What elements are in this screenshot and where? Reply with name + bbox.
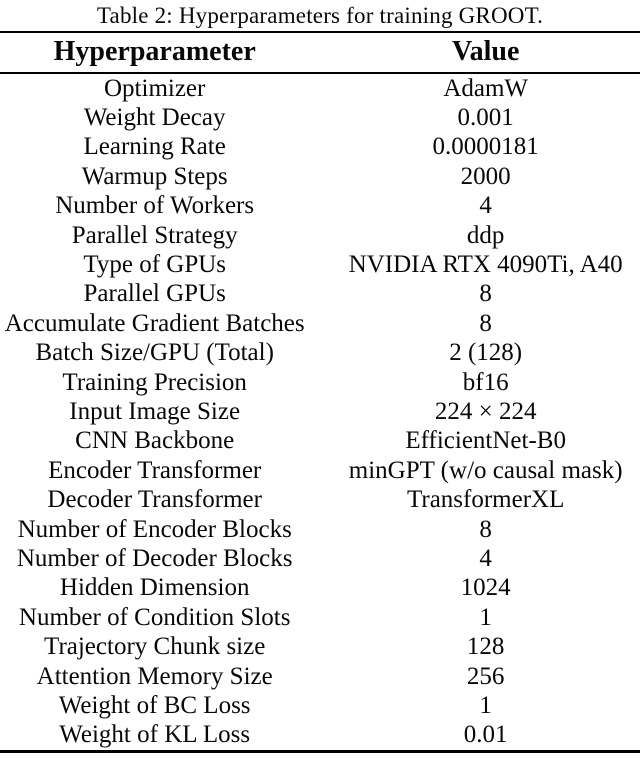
table-row: Weight of KL Loss 0.01 [0,720,640,751]
cell-hyperparameter: Parallel Strategy [71,221,238,249]
column-header-value: Value [309,32,640,74]
cell-hyperparameter: Encoder Transformer [48,456,262,484]
cell-hyperparameter: CNN Backbone [75,427,235,455]
cell-value: 0.0000181 [432,133,539,161]
header-row: Hyperparameter Value [0,32,640,74]
table-row: Batch Size/GPU (Total) 2 (128) [0,338,640,367]
cell-value: 8 [479,280,492,308]
cell-hyperparameter: Parallel GPUs [83,280,226,308]
cell-hyperparameter: Hidden Dimension [59,574,250,602]
table-row: Input Image Size 224 × 224 [0,397,640,426]
cell-hyperparameter: Optimizer [104,74,206,102]
cell-hyperparameter: Number of Decoder Blocks [16,545,293,572]
column-header-hyperparameter: Hyperparameter [0,32,310,74]
cell-value: 128 [466,633,505,661]
cell-value: 1 [479,603,492,631]
cell-value: EfficientNet-B0 [405,427,566,455]
table-row: Attention Memory Size 256 [0,662,640,691]
cell-hyperparameter: Attention Memory Size [36,662,273,690]
table-row: Trajectory Chunk size 128 [0,632,640,661]
table-body: Optimizer AdamW Weight Decay 0.001 Learn… [0,73,640,752]
hyperparameters-table: Hyperparameter Value Optimizer AdamW Wei… [0,31,640,753]
cell-hyperparameter: Input Image Size [69,397,241,425]
table-row: Learning Rate 0.0000181 [0,132,640,161]
table-row: Number of Encoder Blocks 8 [0,515,640,544]
cell-hyperparameter: Batch Size/GPU (Total) [35,339,274,367]
cell-value: 1024 [460,574,511,602]
cell-value: 256 [466,662,505,690]
table-row: Weight of BC Loss 1 [0,691,640,720]
cell-hyperparameter: Number of Encoder Blocks [17,515,292,543]
table-row: Number of Workers 4 [0,191,640,220]
cell-value: 0.01 [463,721,508,749]
cell-value: 8 [479,309,492,337]
table-row: Warmup Steps 2000 [0,162,640,191]
cell-value: 4 [479,545,492,572]
cell-value: minGPT (w/o causal mask) [348,456,623,484]
cell-hyperparameter: Number of Condition Slots [18,603,291,631]
cell-hyperparameter: Learning Rate [83,133,226,161]
cell-value: 2000 [460,162,511,190]
cell-value: 1 [479,692,492,720]
table-row: Number of Decoder Blocks 4 [0,544,640,573]
table-row: Number of Condition Slots 1 [0,603,640,632]
cell-hyperparameter: Number of Workers [55,192,255,220]
cell-hyperparameter: Accumulate Gradient Batches [4,309,305,337]
table-row: Parallel GPUs 8 [0,279,640,308]
cell-hyperparameter: Weight Decay [83,103,226,131]
cell-hyperparameter: Type of GPUs [83,250,227,278]
cell-hyperparameter: Decoder Transformer [47,486,262,514]
cell-value: NVIDIA RTX 4090Ti, A40 [348,250,623,278]
cell-value: 224 × 224 [434,397,537,425]
table-row: Weight Decay 0.001 [0,103,640,132]
table-caption: Table 2: Hyperparameters for training GR… [96,2,544,28]
cell-value: 2 (128) [449,339,523,367]
table-row: CNN Backbone EfficientNet-B0 [0,426,640,455]
table-header: Hyperparameter Value [0,32,640,74]
cell-value: 8 [479,515,492,543]
cell-value: bf16 [462,368,509,396]
cell-value: ddp [466,221,505,249]
table-row: Encoder Transformer minGPT (w/o causal m… [0,456,640,485]
table-row: Optimizer AdamW [0,73,640,103]
cell-value: AdamW [443,74,529,102]
cell-hyperparameter: Trajectory Chunk size [44,633,266,661]
cell-value: TransformerXL [406,486,565,514]
table-row: Parallel Strategy ddp [0,221,640,250]
table-row: Training Precision bf16 [0,368,640,397]
cell-value: 4 [479,192,492,220]
cell-hyperparameter: Weight of BC Loss [58,692,251,720]
table-row: Decoder Transformer TransformerXL [0,485,640,514]
table-row: Hidden Dimension 1024 [0,573,640,602]
cell-hyperparameter: Training Precision [62,368,247,396]
table-row: Accumulate Gradient Batches 8 [0,309,640,338]
cell-hyperparameter: Warmup Steps [81,162,228,190]
cell-value: 0.001 [457,103,514,131]
cell-hyperparameter: Weight of KL Loss [59,721,251,749]
table-row: Type of GPUs NVIDIA RTX 4090Ti, A40 [0,250,640,279]
